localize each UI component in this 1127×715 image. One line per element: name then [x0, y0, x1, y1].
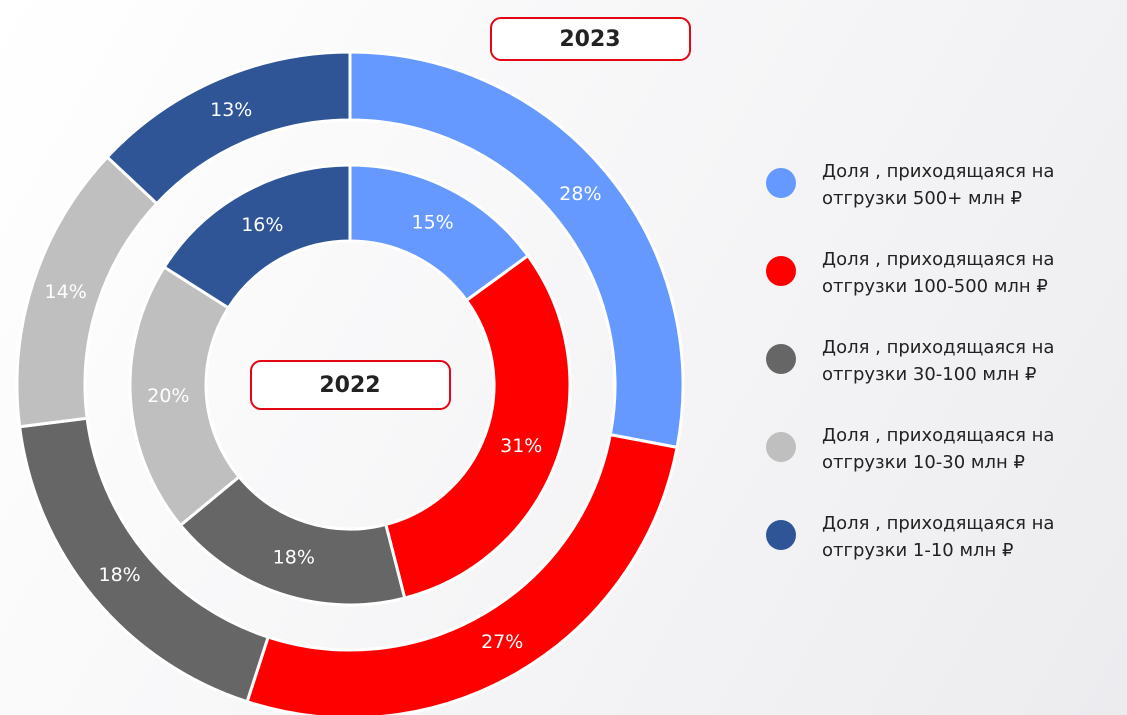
legend-swatch: [766, 256, 796, 286]
outer-series-name: 2023: [559, 27, 620, 52]
legend-label: Доля , приходящаяся на отгрузки 30-100 м…: [822, 337, 1055, 385]
slice-label: 18%: [273, 547, 315, 569]
slice-label: 14%: [45, 281, 87, 303]
slice-label: 31%: [500, 435, 542, 457]
legend-label: Доля , приходящаяся на отгрузки 1-10 млн…: [822, 513, 1055, 561]
legend-swatch: [766, 432, 796, 462]
legend-item: Доля , приходящаяся на отгрузки 10-30 мл…: [766, 414, 1127, 502]
slice-label: 13%: [210, 99, 252, 121]
legend-item: Доля , приходящаяся на отгрузки 1-10 млн…: [766, 502, 1127, 590]
chart: 28% 27% 18% 14% 13% 15% 31% 18% 20% 16% 2023 2022: [15, 17, 691, 715]
year-box: [250, 360, 451, 410]
legend-swatch: [766, 168, 796, 198]
slice-label: 16%: [241, 214, 283, 236]
slice: [162, 163, 352, 310]
slice-label: 20%: [147, 385, 189, 407]
legend-label: Доля , приходящаяся на отгрузки 100-500 …: [822, 249, 1055, 297]
legend-label: Доля , приходящаяся на отгрузки 10-30 мл…: [822, 425, 1055, 473]
slice-label: 28%: [559, 183, 601, 205]
inner-series-name: 2022: [319, 373, 380, 398]
legend-item: Доля , приходящаяся на отгрузки 500+ млн…: [766, 150, 1127, 238]
legend-swatch: [766, 344, 796, 374]
legend-item: Доля , приходящаяся на отгрузки 30-100 м…: [766, 326, 1127, 414]
slice: [105, 50, 352, 206]
legend-label: Доля , приходящаяся на отгрузки 500+ млн…: [822, 161, 1055, 209]
legend-swatch: [766, 520, 796, 550]
legend: Доля , приходящаяся на отгрузки 500+ млн…: [766, 150, 1127, 590]
slice: [383, 253, 572, 600]
slice-label: 15%: [412, 211, 454, 233]
year-box: [490, 17, 691, 61]
legend-item: Доля , приходящаяся на отгрузки 100-500 …: [766, 238, 1127, 326]
slice-label: 18%: [98, 564, 140, 586]
slice-label: 27%: [481, 631, 523, 653]
